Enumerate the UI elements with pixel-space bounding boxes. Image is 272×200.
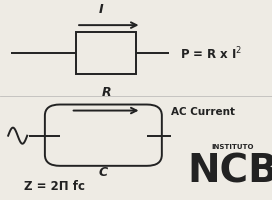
Text: INSTITUTO: INSTITUTO — [211, 143, 254, 149]
Text: Z = 2Π fc: Z = 2Π fc — [24, 180, 85, 192]
Text: NCB: NCB — [187, 152, 272, 190]
Bar — [76, 33, 136, 75]
Text: R: R — [101, 86, 111, 99]
Text: P = R x I$^2$: P = R x I$^2$ — [180, 46, 242, 62]
FancyBboxPatch shape — [45, 105, 162, 166]
Text: AC Current: AC Current — [171, 106, 235, 116]
Text: C: C — [99, 165, 108, 178]
Text: I: I — [98, 3, 103, 16]
